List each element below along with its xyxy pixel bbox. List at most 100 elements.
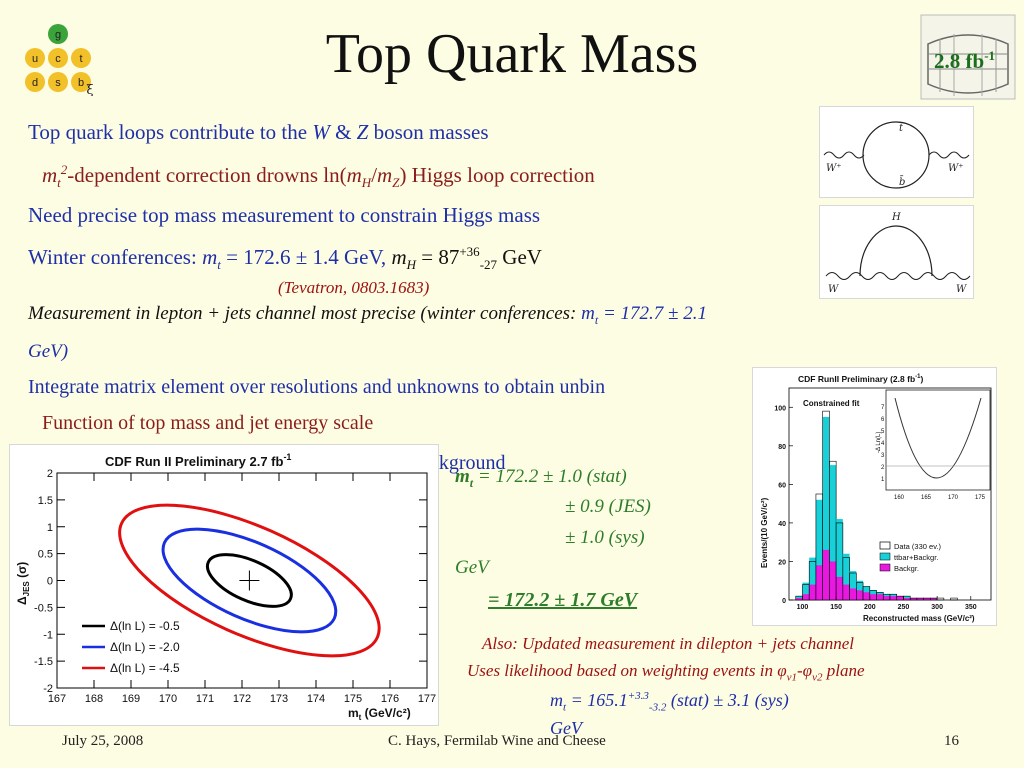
ylabel-sub: JES	[22, 581, 31, 597]
bullet-text: Winter conferences:	[28, 245, 203, 269]
tevatron-reference: (Tevatron, 0803.1683)	[278, 278, 430, 297]
dilepton-line2: Uses likelihood based on weighting event…	[467, 661, 865, 683]
contour-4-5	[118, 503, 381, 658]
slide-title: Top Quark Mass	[325, 23, 699, 85]
inset-ytick: 1	[881, 477, 885, 483]
contour-chart: CDF Run II Preliminary 2.7 fb-1 167 168 16…	[9, 444, 439, 726]
hist-y-tick-label: 100	[774, 405, 786, 412]
inset-xtick: 160	[894, 495, 905, 501]
mt-value: = 172.7 ± 2.1	[598, 303, 707, 324]
quark-logo-icon: g u c t d s b ξ	[25, 24, 94, 98]
bullet-precise-mass: Need precise top mass measurement to con…	[28, 203, 541, 227]
m-symbol: m	[455, 466, 470, 487]
bullet-top-loops: Top quark loops contribute to the W & Z …	[28, 120, 489, 145]
contour-ticks: 167 168 169 170 171 172 173 174 175 176 177 -2 -1.5 -…	[34, 468, 436, 705]
bkg-bar	[809, 584, 816, 600]
bullet-matrix-element: Integrate matrix element over resolution…	[28, 376, 606, 398]
svg-text:ΔJES (σ): ΔJES (σ)	[15, 562, 31, 605]
bottom-label: b̄	[899, 176, 905, 188]
bullet-text: ) Higgs loop correction	[399, 163, 595, 187]
legend-label-0: Δ(ln L) = -0.5	[110, 619, 180, 633]
x-tick-label: 176	[381, 693, 399, 705]
mh-sup: +36	[459, 244, 480, 259]
inset-ytick: 3	[881, 453, 885, 459]
dilepton-line1: Also: Updated measurement in dilepton + …	[482, 634, 855, 653]
legend-swatch-ttbar	[879, 552, 891, 561]
sq-sup: 2	[60, 162, 68, 177]
logo-letter: s	[55, 77, 61, 89]
inset-ytick: 4	[881, 441, 885, 447]
bkg-bar	[930, 598, 938, 600]
hist-xlabel: Reconstructed mass (GeV/c²)	[863, 614, 975, 623]
stat-text: = 172.2 ± 1.0 (stat)	[473, 466, 627, 487]
ylabel-delta: Δ	[15, 596, 29, 605]
hist-x-tick-label: 100	[797, 604, 809, 611]
m-symbol: m	[581, 303, 595, 324]
footer-page: 16	[944, 733, 959, 749]
slash: /	[371, 163, 378, 187]
bkg-bar	[876, 594, 884, 600]
bkg-bar	[836, 576, 843, 600]
logo-letter: u	[32, 53, 38, 65]
result-sys: ± 1.0 (sys)	[565, 527, 645, 548]
top-label: t	[899, 123, 904, 134]
higgs-loop-svg: H W W	[825, 212, 971, 295]
logo-circle-t	[71, 48, 91, 68]
bkg-bar	[910, 598, 917, 600]
bkg-bar	[829, 561, 837, 600]
x-tick-label: 172	[233, 693, 251, 705]
inset-ylabel-text: -Δ Ln(L)	[876, 432, 882, 453]
hist-title-text: CDF RunII Preliminary (2.8 fb	[798, 374, 915, 384]
contour-legend: Δ(ln L) = -0.5 Δ(ln L) = -2.0 Δ(ln L) = …	[82, 619, 180, 675]
hist-title: CDF RunII Preliminary (2.8 fb-1)	[798, 374, 923, 384]
amp: &	[329, 120, 357, 144]
ylabel-rest: (σ)	[15, 562, 29, 582]
inset-ytick: 5	[881, 429, 885, 435]
bkg-bar	[863, 592, 870, 600]
hist-y-tick-label: 80	[778, 444, 786, 451]
logo-circle-c	[48, 48, 68, 68]
detector-badge: 2.8 fb-1	[920, 14, 1016, 100]
bullet-text: Measurement in lepton + jets channel mos…	[28, 303, 582, 324]
bullet-text: Top quark loops contribute to the	[28, 120, 313, 144]
logo-circle-s	[48, 72, 68, 92]
y-axis-label: ΔJES (σ)	[15, 562, 31, 605]
dilepton-result: mt = 165.1+3.3-3.2 (stat) ± 3.1 (sys)	[550, 690, 789, 714]
hist-x-tick-label: 300	[931, 604, 943, 611]
chart-title-text: CDF Run II Preliminary 2.7 fb	[105, 454, 283, 469]
ttbar-bar	[829, 465, 837, 600]
dilepton-text: Uses likelihood based on weighting event…	[467, 661, 778, 680]
bullet-lepton-jets-unit: GeV)	[28, 341, 68, 363]
t-sub: t	[563, 701, 567, 714]
mh-sub: -27	[479, 257, 498, 273]
x-tick-label: 173	[270, 693, 288, 705]
hist-ylabel-text: Events/(10 GeV/c²)	[760, 497, 769, 568]
hist-subtitle: Constrained fit	[803, 399, 860, 408]
logo-circle-u	[25, 48, 45, 68]
hist-y-tick-label: 20	[778, 559, 786, 566]
y-tick-label: 1.5	[38, 495, 53, 507]
hist-y-tick-label: 60	[778, 482, 786, 489]
m-symbol: m	[346, 163, 362, 187]
dash: -	[797, 661, 803, 680]
logo-letter: b	[78, 77, 84, 89]
xlabel-sub: t	[359, 713, 362, 722]
result-jes: ± 0.9 (JES)	[565, 496, 651, 517]
bkg-bar	[890, 596, 897, 600]
t-sub: t	[469, 475, 474, 490]
inset-ytick: 2	[881, 465, 885, 471]
ttbar-bar	[849, 571, 857, 600]
logo-letter: ξ	[86, 83, 93, 96]
bkg-bar	[849, 588, 857, 600]
mt-value: = 172.6 ± 1.4 GeV,	[220, 245, 392, 269]
z-sub: Z	[392, 175, 400, 191]
mt-value: = 165.1	[566, 690, 628, 710]
bullet-text: -dependent correction drowns ln(	[67, 163, 347, 187]
x-tick-label: 171	[196, 693, 214, 705]
bkg-bar	[869, 594, 877, 600]
ttbar-bar	[822, 416, 830, 600]
bullet-background-fragment: ckground	[430, 452, 506, 474]
inset-parabola	[894, 397, 982, 479]
x-tick-label: 174	[307, 693, 325, 705]
bullet-mt2-correction: mt2-dependent correction drowns ln(mH/mZ…	[42, 162, 595, 191]
